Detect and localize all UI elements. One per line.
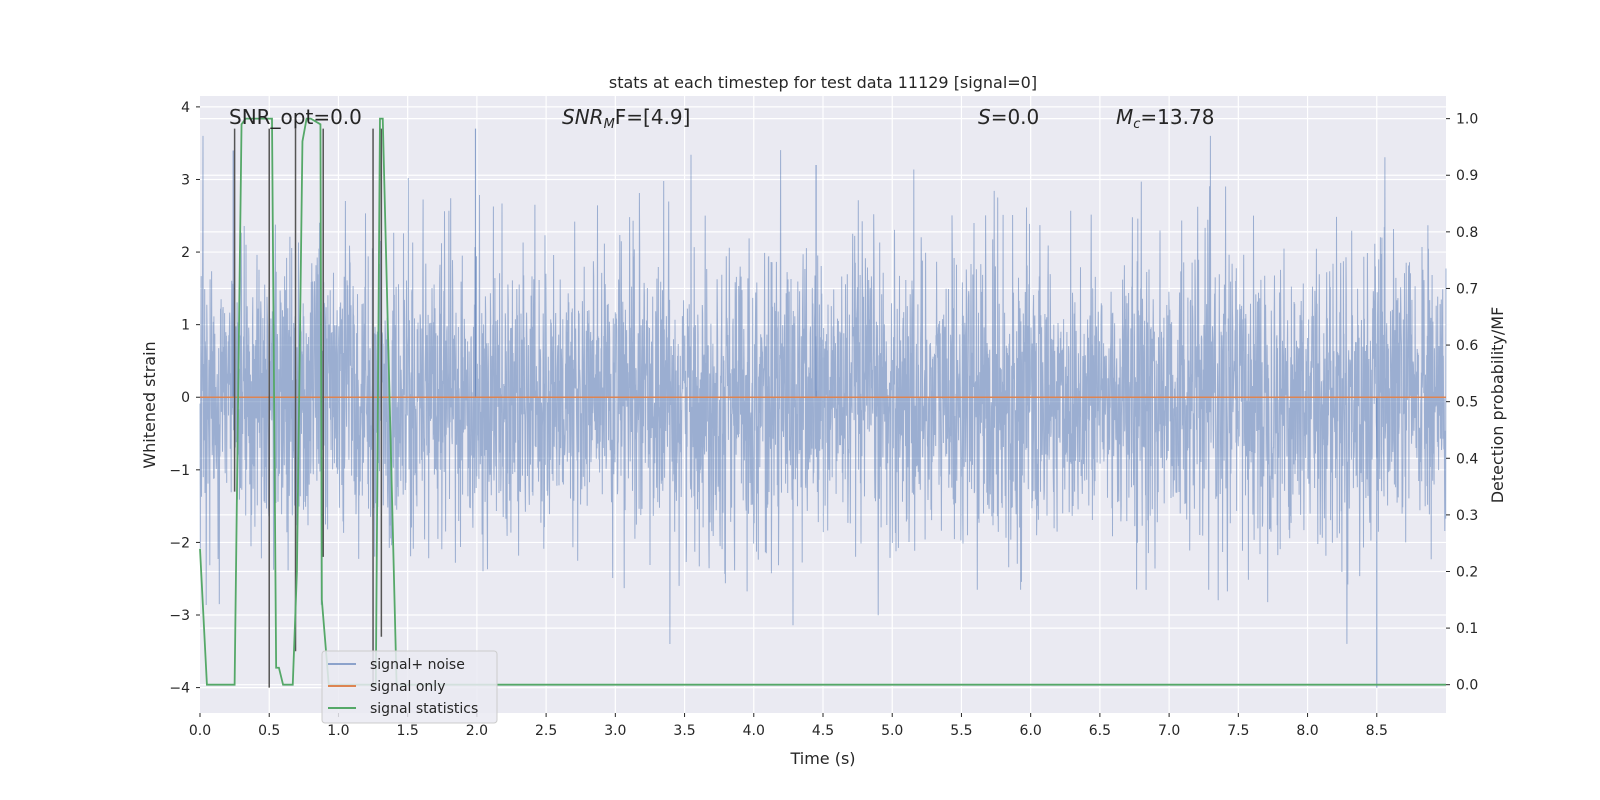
y-tick-label: −2: [169, 535, 190, 551]
x-tick-label: 8.5: [1366, 723, 1388, 739]
legend-label-stats: signal statistics: [370, 701, 478, 717]
x-tick-label: 7.0: [1158, 723, 1180, 739]
y2-tick-label: 0.0: [1456, 678, 1478, 694]
signal-noise-series: [199, 128, 1447, 688]
annotation-mc-value: =13.78: [1140, 105, 1214, 129]
x-tick-label: 7.5: [1227, 723, 1249, 739]
annotation-s-prefix: S: [978, 105, 991, 129]
annotation-mc-sub: c: [1133, 117, 1140, 132]
y-axis-ticks: −4 −3 −2 −1 0 1 2 3 4: [169, 100, 200, 697]
annotation-s: S=0.0: [978, 105, 1039, 129]
signal-statistics-series: [199, 117, 1446, 686]
x-tick-label: 0.0: [189, 723, 211, 739]
y2-tick-label: 0.7: [1456, 281, 1478, 297]
x-tick-label: 3.0: [604, 723, 626, 739]
legend: signal+ noise signal only signal statist…: [321, 650, 498, 724]
y-tick-label: −1: [169, 463, 190, 479]
noise-trace: [199, 135, 1447, 645]
legend-box: [321, 650, 498, 724]
y-tick-label: 4: [181, 100, 190, 116]
y2-axis-ticks: 0.0 0.1 0.2 0.3 0.4 0.5 0.6 0.7 0.8 0.9 1.0: [1446, 112, 1478, 694]
y-axis-label: Whitened strain: [140, 341, 159, 468]
legend-label-signal: signal only: [370, 679, 445, 695]
signal-statistics-line: [199, 117, 1446, 686]
x-tick-label: 5.0: [881, 723, 903, 739]
x-axis-label: Time (s): [789, 749, 855, 768]
y2-axis-label: Detection probability/MF: [1488, 307, 1507, 504]
x-tick-label: 1.5: [397, 723, 419, 739]
y-tick-label: 0: [181, 390, 190, 406]
annotation-snr-mf-prefix: SNR: [562, 105, 604, 129]
annotation-snr-mf-value: F=[4.9]: [615, 105, 691, 129]
x-tick-label: 2.5: [535, 723, 557, 739]
y2-tick-label: 0.9: [1456, 168, 1478, 184]
x-tick-label: 6.0: [1020, 723, 1042, 739]
x-tick-label: 4.0: [743, 723, 765, 739]
annotation-s-value: =0.0: [991, 105, 1040, 129]
y2-tick-label: 1.0: [1456, 112, 1478, 128]
x-tick-label: 6.5: [1089, 723, 1111, 739]
x-tick-label: 5.5: [950, 723, 972, 739]
annotation-mc-prefix: M: [1116, 105, 1133, 129]
legend-label-noise: signal+ noise: [370, 657, 465, 673]
annotation-mc: Mc=13.78: [1116, 105, 1214, 132]
chart-title: stats at each timestep for test data 111…: [609, 73, 1037, 92]
y2-tick-label: 0.8: [1456, 225, 1478, 241]
y-tick-label: 2: [181, 245, 190, 261]
y2-tick-label: 0.2: [1456, 564, 1478, 580]
annotation-snr-mf-sub: M: [604, 117, 615, 132]
marker-lines: [233, 128, 383, 688]
y-tick-label: 3: [181, 172, 190, 188]
x-tick-label: 3.5: [673, 723, 695, 739]
annotation-snr-opt: SNR_opt=0.0: [229, 105, 362, 129]
annotation-snr-mf: SNRMF=[4.9]: [562, 105, 690, 132]
x-tick-label: 4.5: [812, 723, 834, 739]
y2-tick-label: 0.6: [1456, 338, 1478, 354]
y-tick-label: −4: [169, 681, 190, 697]
y-tick-label: −3: [169, 608, 190, 624]
y2-tick-label: 0.3: [1456, 508, 1478, 524]
y2-tick-label: 0.4: [1456, 451, 1478, 467]
y-tick-label: 1: [181, 318, 190, 334]
y2-tick-label: 0.5: [1456, 395, 1478, 411]
x-tick-label: 1.0: [327, 723, 349, 739]
y2-tick-label: 0.1: [1456, 621, 1478, 637]
x-axis-ticks: 0.0 0.5 1.0 1.5 2.0 2.5 3.0 3.5 4.0 4.5 5.0 5.5 6.0 6…: [189, 713, 1388, 739]
x-tick-label: 8.0: [1296, 723, 1318, 739]
x-tick-label: 2.0: [466, 723, 488, 739]
x-tick-label: 0.5: [258, 723, 280, 739]
